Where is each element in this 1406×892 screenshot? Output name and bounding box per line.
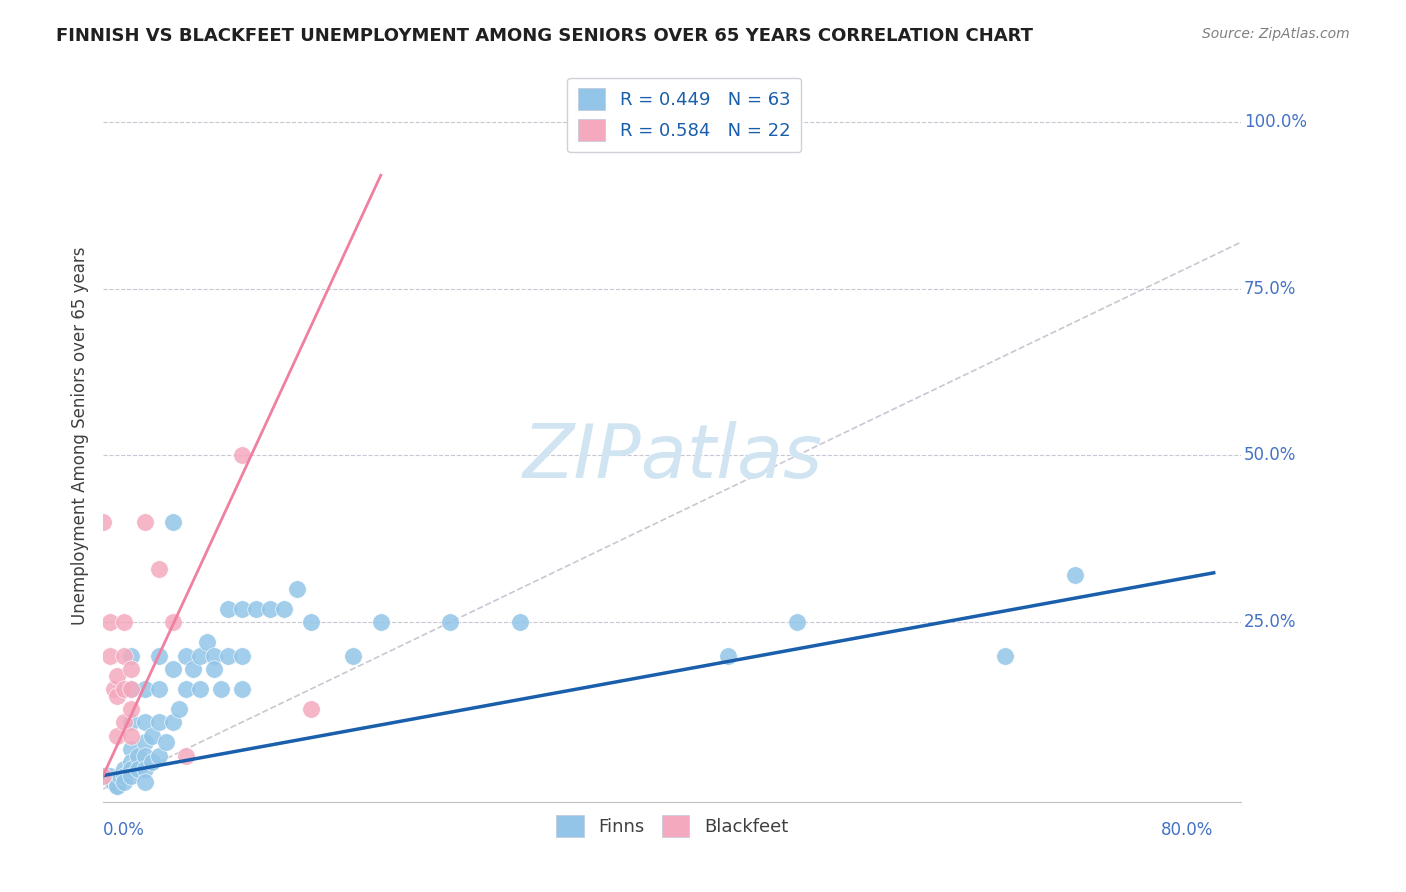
Point — [148, 748, 170, 763]
Point — [91, 515, 114, 529]
Point — [120, 768, 142, 782]
Point — [273, 602, 295, 616]
Point — [120, 681, 142, 696]
Point — [162, 715, 184, 730]
Point — [231, 602, 253, 616]
Point — [134, 515, 156, 529]
Point — [105, 775, 128, 789]
Y-axis label: Unemployment Among Seniors over 65 years: Unemployment Among Seniors over 65 years — [72, 246, 89, 624]
Point — [169, 702, 191, 716]
Point — [120, 662, 142, 676]
Point — [217, 602, 239, 616]
Point — [112, 681, 135, 696]
Point — [188, 681, 211, 696]
Point — [231, 648, 253, 663]
Point — [120, 729, 142, 743]
Point — [98, 615, 121, 629]
Point — [134, 775, 156, 789]
Point — [994, 648, 1017, 663]
Point — [439, 615, 461, 629]
Point — [155, 735, 177, 749]
Text: ZIPatlas: ZIPatlas — [522, 421, 823, 493]
Point — [91, 768, 114, 782]
Point — [112, 648, 135, 663]
Point — [120, 762, 142, 776]
Point — [141, 729, 163, 743]
Point — [202, 662, 225, 676]
Point — [141, 756, 163, 770]
Point — [98, 648, 121, 663]
Text: 50.0%: 50.0% — [1244, 446, 1296, 465]
Point — [209, 681, 232, 696]
Point — [105, 779, 128, 793]
Point — [176, 748, 198, 763]
Text: 100.0%: 100.0% — [1244, 113, 1306, 131]
Point — [112, 775, 135, 789]
Point — [245, 602, 267, 616]
Point — [148, 562, 170, 576]
Point — [176, 681, 198, 696]
Point — [105, 729, 128, 743]
Point — [259, 602, 281, 616]
Point — [162, 662, 184, 676]
Point — [509, 615, 531, 629]
Point — [231, 449, 253, 463]
Point — [176, 648, 198, 663]
Point — [120, 681, 142, 696]
Point — [217, 648, 239, 663]
Point — [112, 715, 135, 730]
Point — [287, 582, 309, 596]
Text: 80.0%: 80.0% — [1161, 821, 1213, 838]
Legend: Finns, Blackfeet: Finns, Blackfeet — [550, 808, 796, 845]
Text: 75.0%: 75.0% — [1244, 280, 1296, 298]
Point — [120, 715, 142, 730]
Point — [108, 768, 131, 782]
Point — [120, 756, 142, 770]
Point — [134, 748, 156, 763]
Point — [717, 648, 740, 663]
Point — [101, 775, 124, 789]
Point — [112, 762, 135, 776]
Point — [342, 648, 364, 663]
Point — [105, 668, 128, 682]
Point — [134, 762, 156, 776]
Point — [103, 681, 125, 696]
Text: FINNISH VS BLACKFEET UNEMPLOYMENT AMONG SENIORS OVER 65 YEARS CORRELATION CHART: FINNISH VS BLACKFEET UNEMPLOYMENT AMONG … — [56, 27, 1033, 45]
Point — [786, 615, 808, 629]
Point — [98, 768, 121, 782]
Point — [231, 681, 253, 696]
Text: Source: ZipAtlas.com: Source: ZipAtlas.com — [1202, 27, 1350, 41]
Point — [127, 762, 149, 776]
Point — [148, 715, 170, 730]
Point — [134, 715, 156, 730]
Point — [134, 735, 156, 749]
Point — [370, 615, 392, 629]
Point — [120, 742, 142, 756]
Point — [162, 515, 184, 529]
Point — [148, 648, 170, 663]
Point — [105, 779, 128, 793]
Point — [112, 615, 135, 629]
Point — [1063, 568, 1085, 582]
Point — [134, 681, 156, 696]
Point — [120, 702, 142, 716]
Point — [148, 681, 170, 696]
Point — [112, 768, 135, 782]
Point — [127, 748, 149, 763]
Point — [299, 702, 322, 716]
Point — [162, 615, 184, 629]
Point — [105, 689, 128, 703]
Point — [183, 662, 205, 676]
Text: 0.0%: 0.0% — [103, 821, 145, 838]
Text: 25.0%: 25.0% — [1244, 613, 1296, 632]
Point — [195, 635, 218, 649]
Point — [91, 768, 114, 782]
Point — [202, 648, 225, 663]
Point — [299, 615, 322, 629]
Point — [188, 648, 211, 663]
Point — [120, 648, 142, 663]
